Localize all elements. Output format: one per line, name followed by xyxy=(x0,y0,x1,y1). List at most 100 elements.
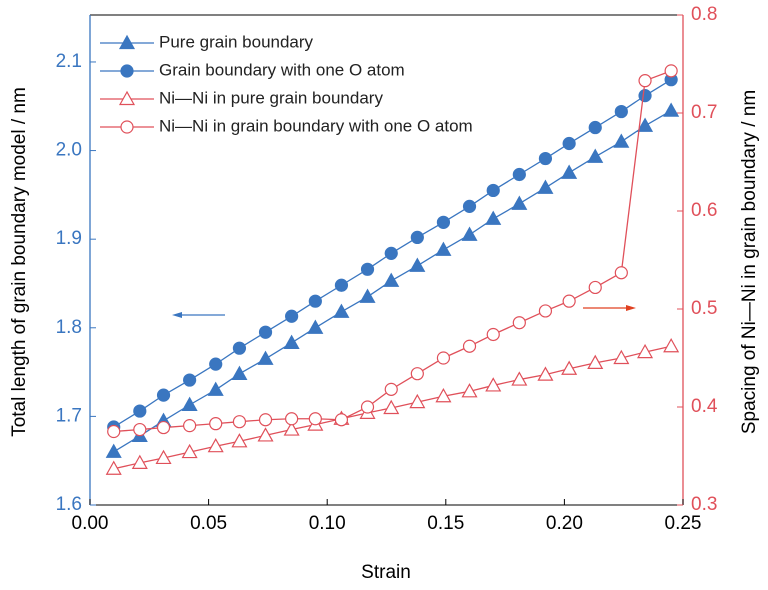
data-point xyxy=(257,350,274,365)
data-point xyxy=(283,334,300,349)
y2-tick-label: 0.5 xyxy=(691,298,717,319)
data-point xyxy=(231,365,248,380)
data-point xyxy=(461,226,478,241)
data-point xyxy=(183,373,197,387)
data-point xyxy=(209,417,223,431)
y-tick-label: 2.1 xyxy=(56,51,82,72)
data-point xyxy=(462,339,477,353)
y2-tick-label: 0.3 xyxy=(691,494,717,515)
data-point xyxy=(258,413,273,427)
data-point xyxy=(360,400,375,414)
data-point xyxy=(664,64,678,78)
data-point xyxy=(613,349,630,365)
arrow-head xyxy=(626,305,636,311)
legend-marker xyxy=(120,64,134,78)
data-point xyxy=(562,294,576,308)
data-point xyxy=(156,388,171,402)
data-point xyxy=(133,422,147,437)
data-point xyxy=(410,230,424,245)
legend-label: Grain boundary with one O atom xyxy=(159,60,405,79)
data-point xyxy=(383,399,400,415)
data-point xyxy=(638,89,652,103)
x-tick-label: 0.25 xyxy=(665,513,702,534)
data-point xyxy=(181,443,198,459)
data-point xyxy=(107,424,121,439)
data-point xyxy=(637,343,654,359)
data-point xyxy=(232,341,247,355)
data-point xyxy=(308,294,322,308)
y2-axis-label: Spacing of Ni—Ni in grain boundary / nm xyxy=(739,90,760,434)
y-tick-label: 1.9 xyxy=(56,228,82,249)
legend-marker xyxy=(120,120,134,134)
y-axis-label: Total length of grain boundary model / n… xyxy=(9,87,30,437)
data-point xyxy=(359,288,376,303)
data-point xyxy=(486,183,500,198)
data-point xyxy=(105,460,122,475)
data-point xyxy=(511,371,528,386)
legend-marker xyxy=(118,34,136,50)
y2-tick-label: 0.8 xyxy=(691,4,717,25)
x-tick-label: 0.20 xyxy=(546,513,583,534)
data-point xyxy=(435,387,452,403)
data-point xyxy=(462,199,477,213)
data-point xyxy=(105,443,122,458)
data-point xyxy=(334,278,349,292)
data-point xyxy=(383,272,400,287)
y-tick-label: 1.7 xyxy=(56,405,82,426)
data-point xyxy=(561,164,578,179)
y-tick-label: 1.6 xyxy=(56,494,82,515)
data-point xyxy=(588,280,602,295)
x-tick-label: 0.00 xyxy=(72,513,109,534)
x-tick-label: 0.05 xyxy=(190,513,227,534)
y-tick-label: 2.0 xyxy=(56,140,82,161)
data-point xyxy=(436,215,451,229)
data-point xyxy=(209,357,223,371)
data-point xyxy=(485,210,502,225)
data-point xyxy=(384,382,398,396)
x-axis-label: Strain xyxy=(361,562,411,583)
legend-label: Ni—Ni in grain boundary with one O atom xyxy=(159,116,473,135)
data-point xyxy=(435,241,452,256)
data-point xyxy=(207,381,224,396)
data-point xyxy=(231,433,248,448)
data-point xyxy=(410,367,424,381)
y2-tick-label: 0.4 xyxy=(691,396,718,417)
data-point xyxy=(257,427,274,442)
data-point xyxy=(308,412,322,426)
data-point xyxy=(155,449,172,465)
data-point xyxy=(436,351,451,365)
data-point xyxy=(537,366,554,381)
data-point xyxy=(587,354,604,369)
data-point xyxy=(663,102,680,117)
data-point xyxy=(183,419,197,433)
data-point xyxy=(156,420,171,435)
data-point xyxy=(333,303,350,318)
data-point xyxy=(637,117,654,132)
data-point xyxy=(283,421,300,436)
data-point xyxy=(384,246,398,260)
data-point xyxy=(613,133,630,148)
data-point xyxy=(486,327,500,342)
x-tick-label: 0.10 xyxy=(309,513,346,534)
data-point xyxy=(485,377,502,392)
y-tick-label: 1.8 xyxy=(56,317,82,338)
y2-tick-label: 0.7 xyxy=(691,102,717,123)
data-point xyxy=(258,325,273,339)
data-point xyxy=(461,383,478,398)
data-point xyxy=(614,104,628,119)
data-point xyxy=(181,396,198,411)
data-point xyxy=(638,74,652,88)
data-point xyxy=(588,120,602,135)
data-point xyxy=(131,454,148,469)
x-tick-label: 0.15 xyxy=(427,513,464,534)
legend-label: Ni—Ni in pure grain boundary xyxy=(159,88,383,107)
data-point xyxy=(409,257,426,272)
data-point xyxy=(538,151,553,166)
data-point xyxy=(512,167,526,182)
data-point xyxy=(285,309,299,323)
data-point xyxy=(207,437,224,453)
data-point xyxy=(562,136,576,151)
legend-label: Pure grain boundary xyxy=(159,32,314,51)
data-point xyxy=(334,413,349,427)
